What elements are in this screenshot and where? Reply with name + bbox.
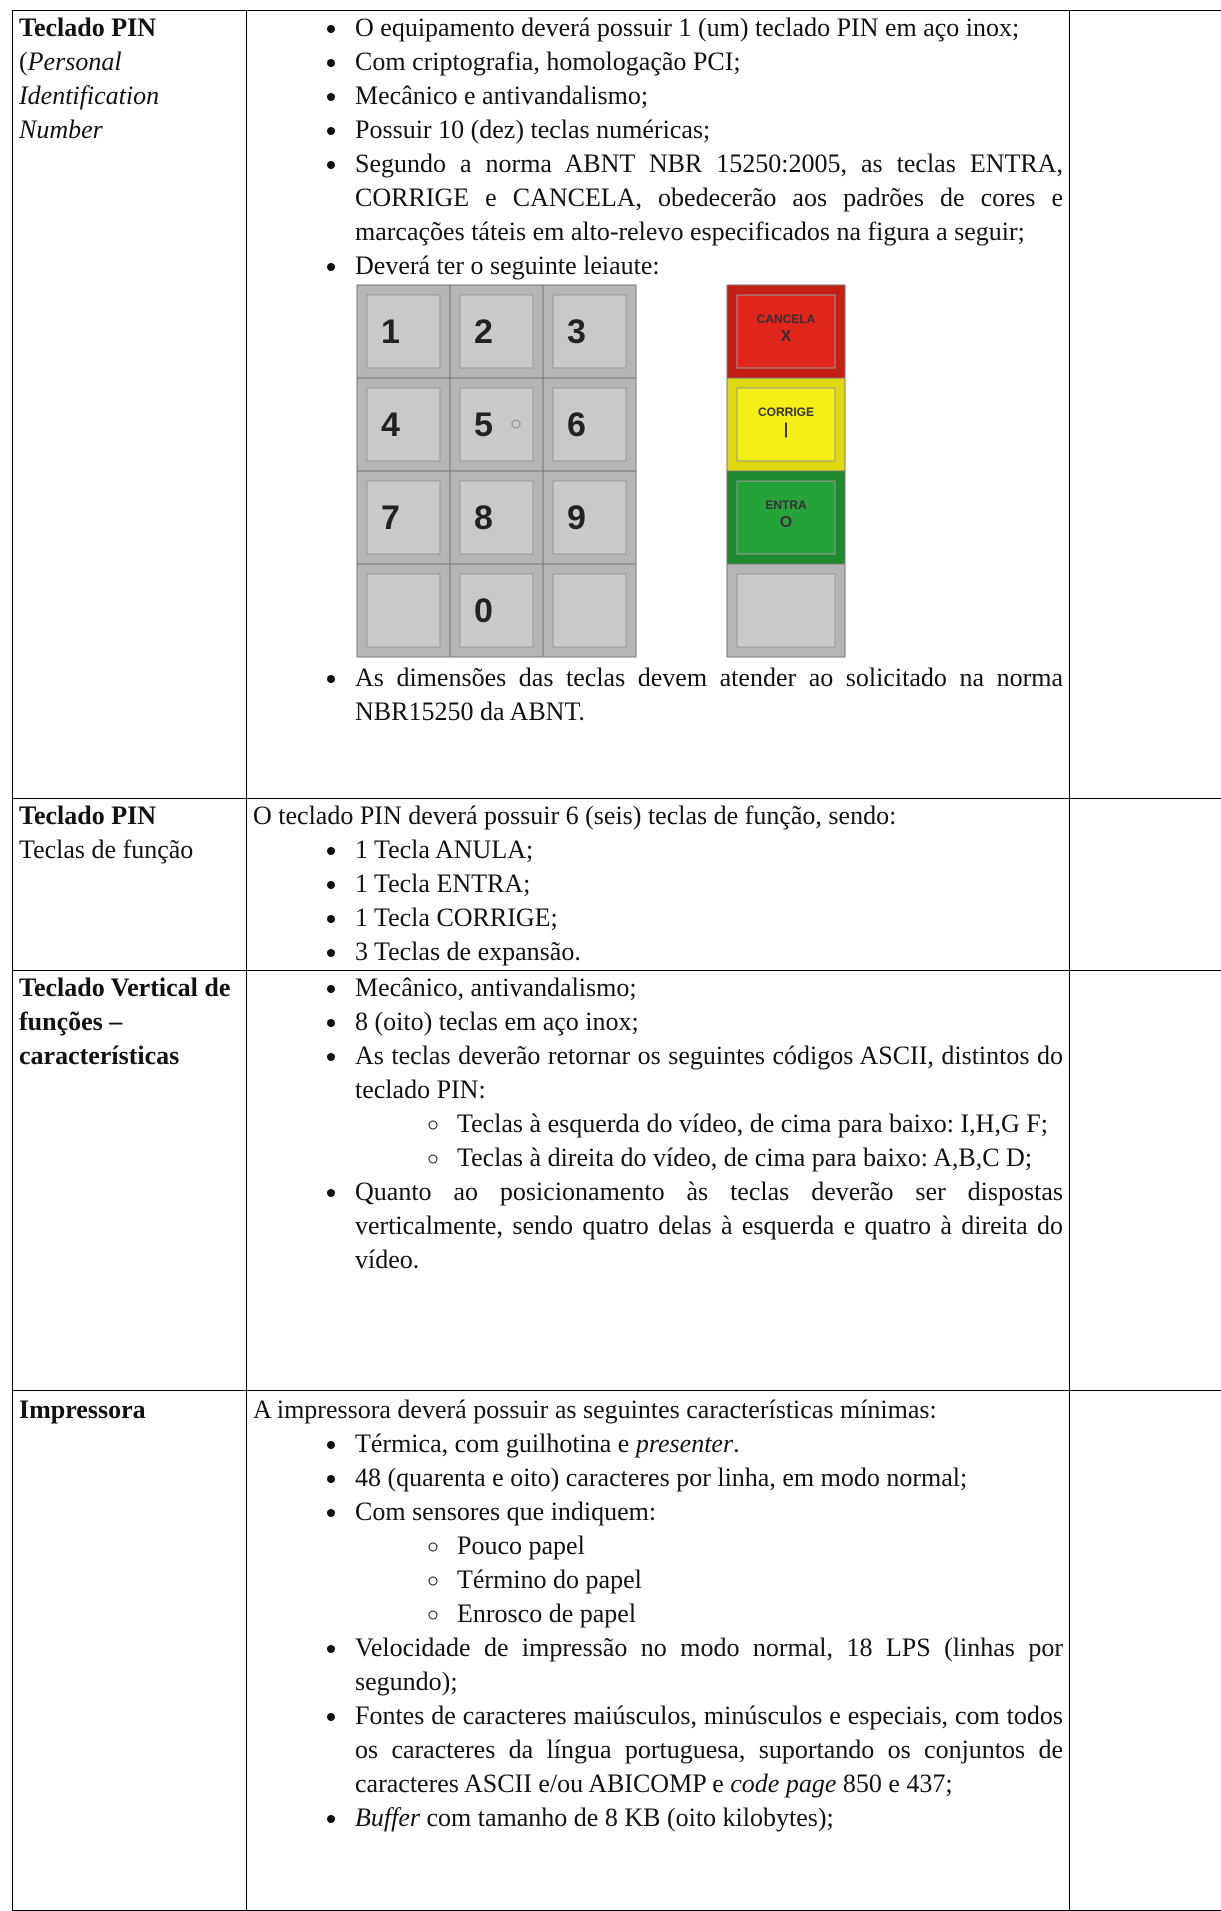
row: Impressora A impressora deverá possuir a… xyxy=(13,1391,1221,1911)
label-cell: Teclado PIN Teclas de função xyxy=(13,799,247,971)
sub-bullet: Teclas à esquerda do vídeo, de cima para… xyxy=(451,1107,1063,1141)
label-cell: Teclado Vertical de funções – caracterís… xyxy=(13,971,247,1391)
bullet: Com sensores que indiquem: Pouco papel T… xyxy=(349,1495,1063,1631)
sub-list: Teclas à esquerda do vídeo, de cima para… xyxy=(355,1107,1063,1175)
sub-bullet: Pouco papel xyxy=(451,1529,1063,1563)
text: com tamanho de 8 KB (oito kilobytes); xyxy=(420,1803,834,1832)
key-face xyxy=(553,481,626,554)
bullet: 1 Tecla ANULA; xyxy=(349,833,1063,867)
label-title: Teclado PIN xyxy=(19,801,156,830)
sub-list: Pouco papel Término do papel Enrosco de … xyxy=(355,1529,1063,1631)
key-face xyxy=(367,388,440,461)
content-cell: Mecânico, antivandalismo; 8 (oito) tecla… xyxy=(247,971,1070,1391)
key-label: 9 xyxy=(567,499,586,537)
key-label: 5 xyxy=(474,406,493,444)
italic: presenter xyxy=(636,1429,733,1458)
bullet-list: 1 Tecla ANULA; 1 Tecla ENTRA; 1 Tecla CO… xyxy=(253,833,1063,969)
bullet: Deverá ter o seguinte leiaute: 1 2 3 4 5 6 7 8 9… xyxy=(349,249,1063,659)
bullet: Segundo a norma ABNT NBR 15250:2005, as … xyxy=(349,147,1063,249)
label-text: Teclas de função xyxy=(19,835,193,864)
key-face xyxy=(460,574,533,647)
key-label: 3 xyxy=(567,313,586,351)
sub-bullet: Teclas à direita do vídeo, de cima para … xyxy=(451,1141,1063,1175)
key-face xyxy=(367,574,440,647)
function-key-name: CORRIGE xyxy=(758,405,814,419)
key-label: 8 xyxy=(474,499,493,537)
bullet-text: As teclas deverão retornar os seguintes … xyxy=(355,1041,1063,1104)
key-face xyxy=(737,574,835,647)
key-face xyxy=(367,295,440,368)
function-key-symbol: X xyxy=(781,328,792,345)
key-label: 4 xyxy=(381,406,400,444)
bullet-text: Deverá ter o seguinte leiaute: xyxy=(355,251,660,280)
key-label: 2 xyxy=(474,313,493,351)
label-title: Teclado Vertical de funções – caracterís… xyxy=(19,973,230,1070)
row: Teclado PIN Teclas de função O teclado PI… xyxy=(13,799,1221,971)
bullet: Com criptografia, homologação PCI; xyxy=(349,45,1063,79)
empty-cell xyxy=(1070,1391,1221,1911)
text: . xyxy=(733,1429,740,1458)
bullet: Quanto ao posicionamento às teclas dever… xyxy=(349,1175,1063,1277)
function-key-name: CANCELA xyxy=(757,312,816,326)
label-cell: Teclado PIN (Personal Identification Numb… xyxy=(13,11,247,799)
bullet: 48 (quarenta e oito) caracteres por linh… xyxy=(349,1461,1063,1495)
bullet: 1 Tecla ENTRA; xyxy=(349,867,1063,901)
text: Fontes de caracteres maiúsculos, minúscu… xyxy=(355,1701,1063,1798)
content-cell: O teclado PIN deverá possuir 6 (seis) te… xyxy=(247,799,1070,971)
key-label: 6 xyxy=(567,406,586,444)
bullet: Mecânico e antivandalismo; xyxy=(349,79,1063,113)
intro: A impressora deverá possuir as seguintes… xyxy=(253,1393,1063,1427)
key-face xyxy=(460,388,533,461)
text: Térmica, com guilhotina e xyxy=(355,1429,636,1458)
key-face xyxy=(460,295,533,368)
bullet-list: Mecânico, antivandalismo; 8 (oito) tecla… xyxy=(253,971,1063,1277)
key-face xyxy=(553,388,626,461)
key-face xyxy=(553,574,626,647)
bullet: Mecânico, antivandalismo; xyxy=(349,971,1063,1005)
key-face xyxy=(553,295,626,368)
sub-bullet: Término do papel xyxy=(451,1563,1063,1597)
bullet: Fontes de caracteres maiúsculos, minúscu… xyxy=(349,1699,1063,1801)
bullet-list: O equipamento deverá possuir 1 (um) tecl… xyxy=(253,11,1063,729)
bullet: Buffer com tamanho de 8 KB (oito kilobyt… xyxy=(349,1801,1063,1835)
bullet: Possuir 10 (dez) teclas numéricas; xyxy=(349,113,1063,147)
key-face xyxy=(367,481,440,554)
label-title: Teclado PIN xyxy=(19,13,156,42)
bullet: Térmica, com guilhotina e presenter. xyxy=(349,1427,1063,1461)
italic: code page xyxy=(730,1769,836,1798)
bullet: 8 (oito) teclas em aço inox; xyxy=(349,1005,1063,1039)
label-text: ( xyxy=(19,47,28,76)
key-label: 1 xyxy=(381,313,400,351)
bullet: 3 Teclas de expansão. xyxy=(349,935,1063,969)
function-key-symbol: | xyxy=(784,421,788,438)
key-label: 0 xyxy=(474,592,493,630)
bullet: As dimensões das teclas devem atender ao… xyxy=(349,661,1063,729)
keypad-figure: 1 2 3 4 5 6 7 8 9 0 CANCELA X CORRIGE | ENTRA O xyxy=(355,283,915,659)
text: 850 e 437; xyxy=(836,1769,952,1798)
bullet-text: Com sensores que indiquem: xyxy=(355,1497,656,1526)
content-cell: A impressora deverá possuir as seguintes… xyxy=(247,1391,1070,1911)
italic: Buffer xyxy=(355,1803,420,1832)
empty-cell xyxy=(1070,799,1221,971)
spec-table: Teclado PIN (Personal Identification Numb… xyxy=(12,10,1221,1911)
content-cell: O equipamento deverá possuir 1 (um) tecl… xyxy=(247,11,1070,799)
row: Teclado PIN (Personal Identification Numb… xyxy=(13,11,1221,799)
label-italic: Personal Identification Number xyxy=(19,47,159,144)
empty-cell xyxy=(1070,971,1221,1391)
key-label: 7 xyxy=(381,499,400,537)
sub-bullet: Enrosco de papel xyxy=(451,1597,1063,1631)
bullet-list: Térmica, com guilhotina e presenter. 48 … xyxy=(253,1427,1063,1835)
bullet: As teclas deverão retornar os seguintes … xyxy=(349,1039,1063,1175)
function-key-name: ENTRA xyxy=(765,498,807,512)
intro: O teclado PIN deverá possuir 6 (seis) te… xyxy=(253,799,1063,833)
bullet: Velocidade de impressão no modo normal, … xyxy=(349,1631,1063,1699)
empty-cell xyxy=(1070,11,1221,799)
function-key-symbol: O xyxy=(780,514,792,531)
label-title: Impressora xyxy=(19,1395,146,1424)
key-face xyxy=(460,481,533,554)
label-cell: Impressora xyxy=(13,1391,247,1911)
bullet: O equipamento deverá possuir 1 (um) tecl… xyxy=(349,11,1063,45)
row: Teclado Vertical de funções – caracterís… xyxy=(13,971,1221,1391)
bullet: 1 Tecla CORRIGE; xyxy=(349,901,1063,935)
